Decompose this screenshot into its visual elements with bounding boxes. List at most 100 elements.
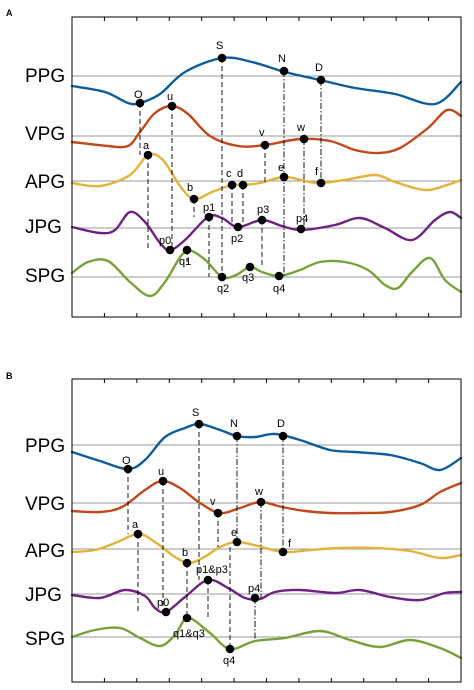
fiducial-point-d — [238, 180, 248, 190]
fiducial-label-p0: p0 — [159, 235, 171, 247]
fiducial-point-p1 — [204, 212, 214, 222]
vpg-row-label: VPG — [25, 124, 65, 145]
vpg-waveform — [70, 479, 463, 515]
fiducial-label-e: e — [231, 527, 237, 539]
ppg-waveform — [70, 56, 463, 106]
ppg-row-label: PPG — [25, 66, 65, 87]
fiducial-label-S: S — [216, 40, 223, 52]
fiducial-label-p3: p3 — [257, 204, 269, 216]
apg-row-label: APG — [25, 172, 65, 193]
fiducial-label-v: v — [210, 496, 216, 508]
panel-letter: B — [6, 371, 13, 381]
fiducial-point-b — [182, 558, 192, 568]
fiducial-label-w: w — [296, 122, 305, 134]
jpg-row-label: JPG — [25, 217, 62, 238]
fiducial-label-p4: p4 — [296, 213, 308, 225]
fiducial-point-f — [278, 547, 288, 557]
fiducial-label-p0: p0 — [157, 597, 169, 609]
fiducial-point-v — [260, 140, 270, 150]
fiducial-point-c — [227, 180, 237, 190]
fiducial-point-O — [135, 98, 145, 108]
fiducial-point-u — [158, 476, 168, 486]
fiducial-point-q1 — [182, 245, 192, 255]
fiducial-point-N — [279, 66, 289, 76]
spg-row-label: SPG — [25, 629, 65, 650]
fiducial-label-D: D — [277, 418, 285, 430]
fiducial-point-a — [143, 150, 153, 160]
fiducial-label-q1: q1 — [179, 256, 191, 268]
jpg-waveform — [70, 578, 463, 614]
fiducial-point-p2 — [233, 222, 243, 232]
vpg-row-label: VPG — [25, 494, 65, 515]
fiducial-point-w — [299, 134, 309, 144]
fiducial-label-O: O — [122, 455, 131, 467]
fiducial-point-D — [278, 431, 288, 441]
fiducial-label-p1p3: p1&p3 — [196, 564, 228, 576]
apg-row-label: APG — [25, 541, 65, 562]
ppg-row-label: PPG — [25, 436, 65, 457]
fiducial-label-q3: q3 — [242, 272, 254, 284]
fiducial-label-f: f — [315, 166, 319, 178]
jpg-waveform — [70, 210, 463, 252]
fiducial-label-p1: p1 — [203, 202, 215, 214]
fiducial-label-c: c — [226, 168, 232, 180]
fiducial-point-w — [256, 497, 266, 507]
fiducial-label-p4: p4 — [248, 583, 260, 595]
fiducial-point-O — [123, 464, 133, 474]
fiducial-point-p3 — [257, 215, 267, 225]
fiducial-label-q4: q4 — [273, 283, 285, 295]
fiducial-point-p1p3 — [203, 575, 213, 585]
fiducial-label-u: u — [167, 91, 173, 103]
fiducial-label-e: e — [278, 162, 284, 174]
fiducial-point-D — [316, 75, 326, 85]
fiducial-label-b: b — [187, 182, 193, 194]
fiducial-label-f: f — [288, 538, 292, 550]
fiducial-point-S — [217, 53, 227, 63]
apg-waveform — [70, 152, 463, 201]
plot-frame — [71, 16, 462, 318]
fiducial-point-u — [167, 101, 177, 111]
fiducial-label-v: v — [259, 127, 265, 139]
fiducial-label-O: O — [134, 89, 143, 101]
fiducial-point-q4 — [225, 644, 235, 654]
spg-waveform — [70, 249, 463, 298]
fiducial-point-e — [232, 537, 242, 547]
fiducial-point-q2 — [217, 272, 227, 282]
fiducial-point-q4 — [274, 271, 284, 281]
fiducial-label-a: a — [132, 519, 139, 531]
spg-waveform — [70, 616, 463, 660]
fiducial-point-v — [213, 508, 223, 518]
fiducial-label-u: u — [158, 466, 164, 478]
fiducial-point-p0 — [161, 607, 171, 617]
fiducial-label-q4: q4 — [223, 655, 235, 667]
fiducial-point-N — [232, 431, 242, 441]
vpg-waveform — [70, 104, 463, 155]
ppg-waveform — [70, 422, 463, 472]
fiducial-label-d: d — [237, 168, 243, 180]
fiducial-point-q1q3 — [182, 613, 192, 623]
fiducial-label-S: S — [192, 407, 199, 419]
fiducial-point-e — [279, 172, 289, 182]
fiducial-label-N: N — [230, 418, 238, 430]
panel-b: B PPG VPG APG JPG SPG O S N Du v w a b e f p0 p1&p3 p4 q1&q… — [6, 371, 463, 683]
fiducial-point-a — [133, 529, 143, 539]
spg-row-label: SPG — [25, 266, 65, 287]
fiducial-label-q2: q2 — [217, 283, 229, 295]
fiducial-label-p2: p2 — [231, 233, 243, 245]
jpg-row-label: JPG — [25, 585, 62, 606]
fiducial-label-a: a — [143, 140, 150, 152]
fiducial-point-p4 — [250, 593, 260, 603]
panel-letter: A — [6, 8, 13, 18]
fiducial-label-D: D — [315, 62, 323, 74]
fiducial-label-w: w — [254, 486, 263, 498]
fiducial-label-q1q3: q1&q3 — [173, 628, 205, 640]
fiducial-point-p4 — [296, 224, 306, 234]
fiducial-point-p0 — [165, 245, 175, 255]
fiducial-label-b: b — [182, 547, 188, 559]
fiducial-point-q3 — [245, 262, 255, 272]
fiducial-label-N: N — [278, 53, 286, 65]
fiducial-point-b — [189, 194, 199, 204]
fiducial-point-S — [194, 419, 204, 429]
fiducial-point-f — [316, 178, 326, 188]
